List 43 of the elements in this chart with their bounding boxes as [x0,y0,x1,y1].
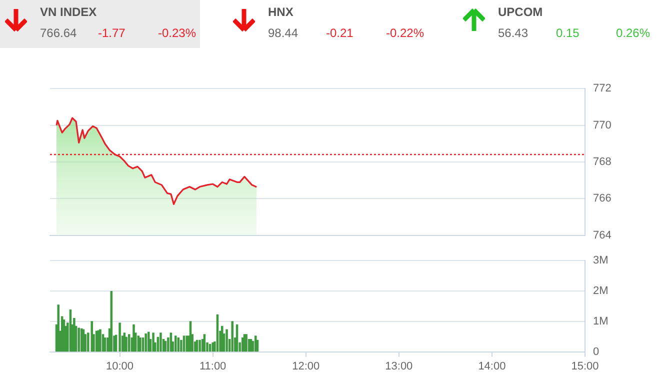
bar [132,324,135,352]
y-tick-label: 764 [593,229,612,242]
x-tick-label: 10:00 [106,360,134,372]
x-tick-label: 12:00 [292,360,320,372]
text: 0.15 [556,26,580,40]
bar [226,329,228,352]
bar [180,340,182,352]
text: 766.64 [40,26,77,40]
bar [78,328,80,352]
bar [147,332,150,352]
text: 98.44 [268,26,298,40]
x-tick-label: 11:00 [199,360,226,372]
x-tick-label: 14:00 [478,360,506,372]
text: -0.23% [158,26,196,40]
text: 0.26% [616,26,650,40]
text: -0.22% [386,26,424,40]
bar [144,334,147,352]
y-tick-label: 770 [593,119,612,132]
x-tick-label: 13:00 [385,360,413,372]
text: HNX [268,5,294,19]
bar [160,332,162,352]
y-tick-label: 772 [593,82,612,95]
bar [231,321,234,352]
text: -0.21 [326,26,354,40]
bar [118,322,121,352]
bar [57,304,60,352]
bar [152,332,154,352]
bar [90,321,93,352]
bar [254,336,257,352]
y-tick-label: 1M [593,315,608,328]
y-tick-label: 0 [593,346,600,358]
text: 56.43 [498,26,528,40]
y-tick-label: 3M [593,254,608,267]
text: VN INDEX [40,5,97,19]
bar [198,340,201,352]
bar [125,336,128,352]
text: UPCOM [498,5,543,19]
x-tick-label: 15:00 [571,360,599,372]
text: -1.77 [98,26,126,40]
y-tick-label: 2M [593,285,608,298]
y-tick-label: 766 [593,192,612,205]
bar [221,326,224,352]
y-tick-label: 768 [593,156,612,168]
